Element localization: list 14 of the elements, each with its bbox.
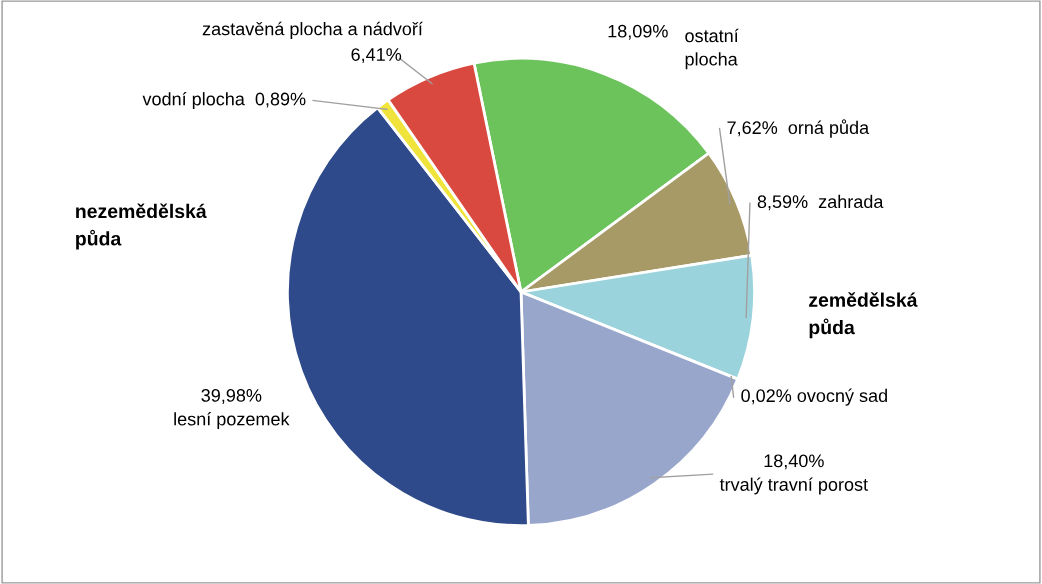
- slice-label: ostatní plocha: [685, 28, 739, 70]
- slice-label: 0,02% ovocný sad: [741, 388, 887, 406]
- slice-label: trvalý travní porost: [719, 477, 868, 495]
- slice-label: 8,59% zahrada: [757, 194, 884, 211]
- slice-label: zastavěná plocha a nádvoří: [202, 21, 423, 39]
- data-label: 18,09%: [608, 24, 668, 40]
- text: zemědělská půda: [809, 292, 918, 339]
- data-label: 6,41%: [351, 48, 402, 64]
- slice-label: lesní pozemek: [174, 412, 290, 430]
- data-label: 39,98%: [201, 389, 262, 404]
- slice-label: vodní plocha 0,89%: [142, 91, 306, 109]
- text: nezemědělská půda: [76, 203, 207, 250]
- data-label: 18,40%: [764, 454, 824, 470]
- slice-label: 7,62% orná půda: [727, 119, 870, 138]
